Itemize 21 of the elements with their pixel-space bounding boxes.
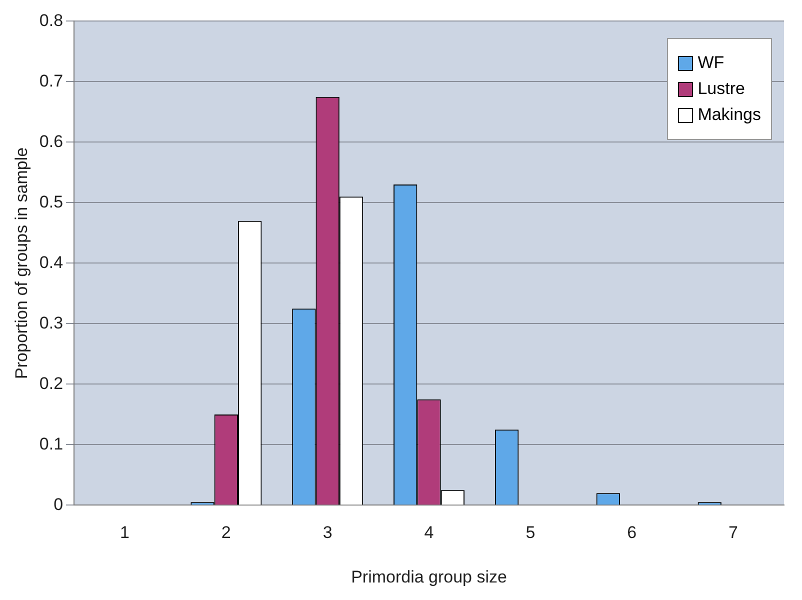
x-tick-label: 7 — [728, 523, 738, 542]
x-axis-title: Primordia group size — [351, 567, 507, 586]
y-axis-title: Proportion of groups in sample — [12, 147, 31, 379]
x-tick-label: 4 — [424, 523, 434, 542]
y-tick-label: 0.8 — [39, 10, 64, 30]
x-tick-label: 3 — [322, 523, 332, 542]
y-tick-label: 0.7 — [39, 71, 64, 90]
y-tick-label: 0 — [54, 494, 64, 514]
legend-label: WF — [698, 53, 724, 73]
x-tick-label: 1 — [120, 523, 130, 542]
x-tick-label: 2 — [221, 523, 231, 542]
y-tick-label: 0.1 — [39, 434, 64, 454]
x-tick-label: 6 — [627, 523, 637, 542]
y-tick-label: 0.5 — [39, 192, 64, 212]
legend-label: Lustre — [698, 79, 745, 99]
legend-label: Makings — [698, 105, 761, 125]
y-tick-label: 0.4 — [39, 252, 64, 272]
y-tick-label: 0.6 — [39, 132, 64, 151]
y-tick-label: 0.2 — [39, 374, 64, 393]
y-tick-label: 0.3 — [39, 313, 64, 332]
x-tick-label: 5 — [526, 523, 536, 542]
